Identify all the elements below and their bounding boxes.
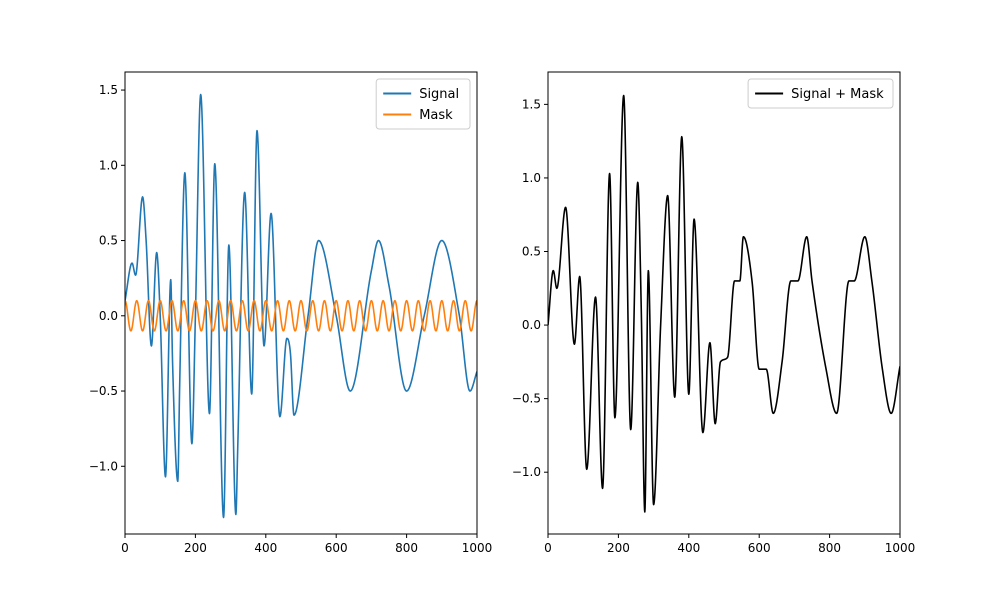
series-line-signal — [125, 93, 477, 519]
x-tick-label: 400 — [677, 541, 700, 555]
x-tick-label: 200 — [607, 541, 630, 555]
x-tick-label: 800 — [818, 541, 841, 555]
x-tick-label: 1000 — [885, 541, 916, 555]
y-tick-label: −0.5 — [512, 392, 541, 406]
y-tick-label: 0.0 — [99, 309, 118, 323]
legend-entry: Signal + Mask — [791, 87, 884, 102]
x-tick-label: 600 — [748, 541, 771, 555]
x-tick-label: 1000 — [462, 541, 493, 555]
legend-box — [747, 78, 894, 109]
x-tick-label: 200 — [184, 541, 207, 555]
x-tick-label: 0 — [121, 541, 129, 555]
y-tick-label: −1.0 — [512, 465, 541, 479]
legend-entry: Mask — [419, 108, 453, 123]
series-line-signal-mask — [548, 94, 900, 513]
y-tick-label: 0.5 — [99, 234, 118, 248]
series-group — [125, 93, 477, 519]
axes-frame — [124, 71, 478, 535]
axes-frame — [547, 71, 901, 535]
y-tick-label: −0.5 — [89, 384, 118, 398]
axes-background — [125, 72, 477, 534]
legend-entry: Signal — [419, 87, 459, 102]
y-tick-label: −1.0 — [89, 459, 118, 473]
legend: Signal + Mask — [747, 78, 894, 109]
x-tick-label: 600 — [325, 541, 348, 555]
legend-box — [375, 78, 471, 130]
left-axes: 0 200 400 600 800 1000 −1.0 −0.5 0.0 0.5 1.0 1.5 Sig… — [89, 71, 493, 555]
y-tick-label: 1.5 — [522, 97, 541, 111]
series-group — [548, 94, 900, 513]
y-tick-label: 1.5 — [99, 83, 118, 97]
y-tick-label: 1.0 — [99, 158, 118, 172]
x-tick-label: 800 — [395, 541, 418, 555]
series-line-mask — [125, 299, 477, 332]
y-tick-label: 0.5 — [522, 245, 541, 259]
y-tick-label: 0.0 — [522, 318, 541, 332]
legend: Signal Mask — [375, 78, 471, 130]
x-tick-label: 400 — [254, 541, 277, 555]
y-tick-label: 1.0 — [522, 171, 541, 185]
x-tick-label: 0 — [544, 541, 552, 555]
right-axes: 0 200 400 600 800 1000 −1.0 −0.5 0.0 0.5 1.0 1.5 Sig… — [512, 71, 916, 555]
